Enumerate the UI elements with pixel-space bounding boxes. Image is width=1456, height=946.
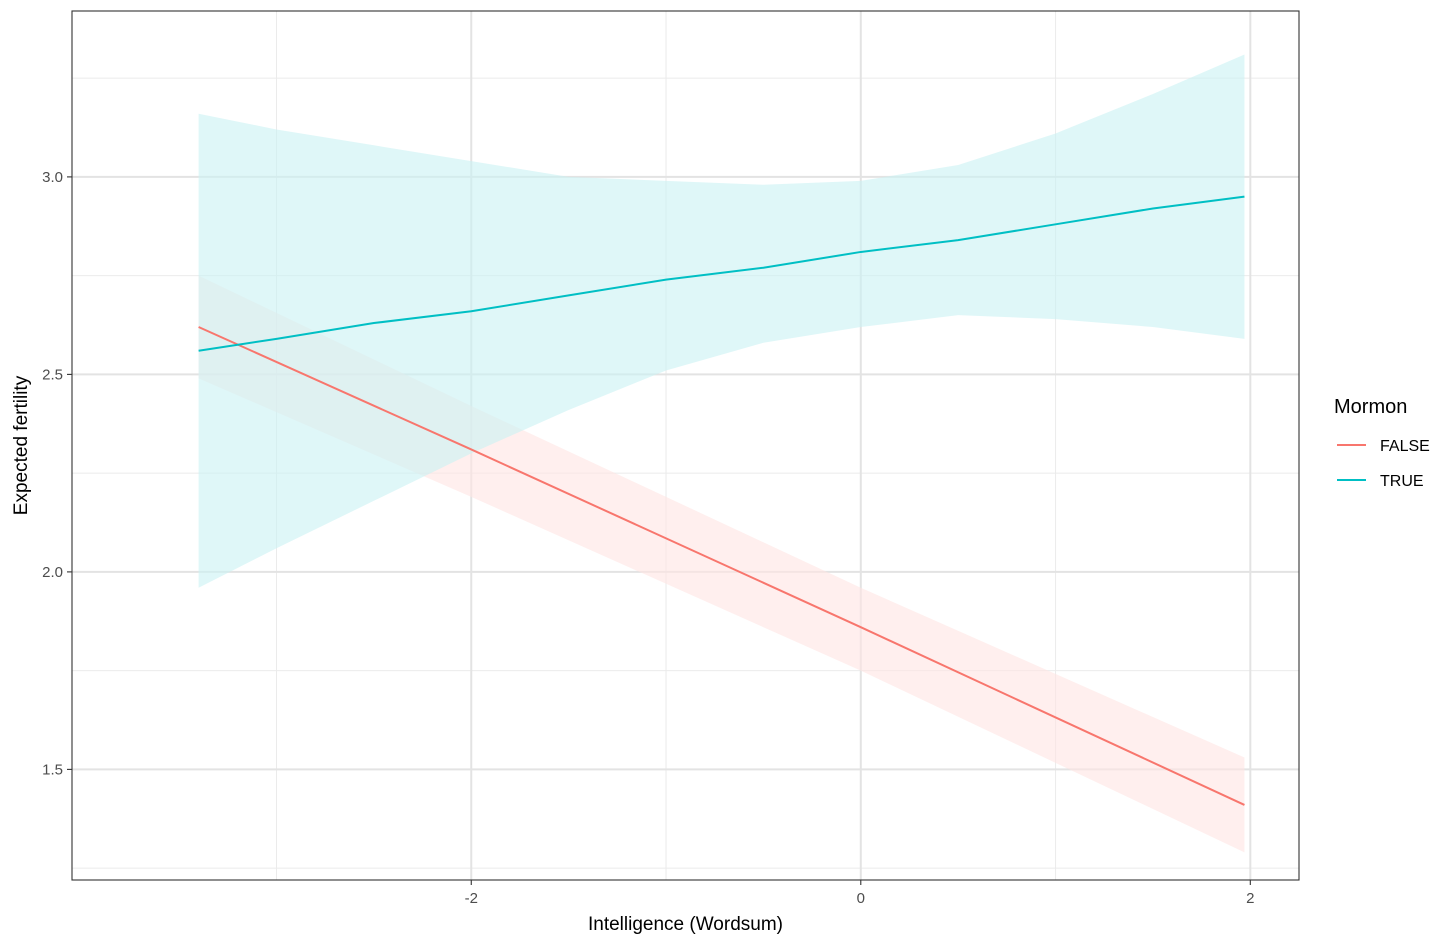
legend-title: Mormon: [1334, 396, 1407, 418]
y-tick-label: 2.0: [42, 564, 63, 581]
series-line-false: [198, 326, 1245, 806]
series-lines: [198, 195, 1245, 806]
x-axis-title: Intelligence (Wordsum): [588, 914, 783, 935]
legend: Mormon FALSE TRUE: [1334, 396, 1430, 490]
x-tick-label: -2: [465, 890, 478, 907]
x-tick-label: 2: [1246, 890, 1254, 907]
y-tick-label: 3.0: [42, 169, 63, 186]
y-axis-ticks: 1.5 2.0 2.5 3.0: [42, 169, 72, 778]
x-tick-label: 0: [857, 890, 865, 907]
confidence-band-true: [198, 54, 1245, 588]
y-tick-label: 1.5: [42, 761, 63, 778]
legend-label-true: TRUE: [1380, 473, 1424, 490]
panel-border: [71, 10, 1300, 881]
legend-label-false: FALSE: [1380, 438, 1430, 455]
y-axis-title: Expected fertility: [11, 375, 32, 515]
y-tick-label: 2.5: [42, 366, 63, 383]
series-line-true: [198, 195, 1245, 352]
x-axis-ticks: -2 0 2: [465, 880, 1254, 907]
